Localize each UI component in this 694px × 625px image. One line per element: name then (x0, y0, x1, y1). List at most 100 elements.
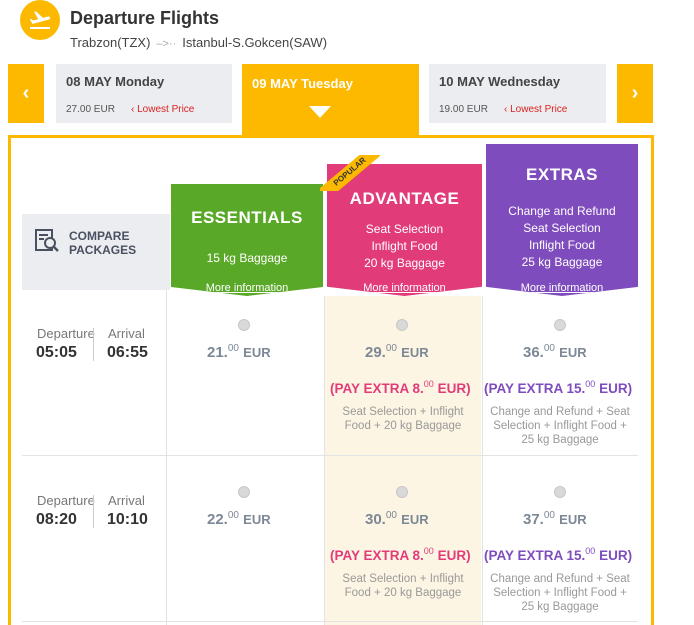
package-name: ESSENTIALS (191, 208, 303, 227)
departure-label: Departure (37, 326, 95, 341)
included-advantage: Seat Selection + Inflight Food + 20 kg B… (326, 405, 480, 433)
prev-date-button[interactable]: ‹ (8, 64, 44, 123)
divider (166, 290, 167, 625)
price-int: 30. (365, 511, 386, 528)
included-line: Seat Selection + Inflight (342, 573, 464, 585)
departure-time: 05:05 (36, 344, 77, 361)
package-feature: Change and Refund (508, 204, 616, 218)
extra-dec: 00 (423, 546, 434, 556)
package-feature: Inflight Food (371, 239, 438, 253)
compare-label: COMPARE PACKAGES (69, 229, 136, 257)
packages-panel (8, 135, 654, 625)
included-extras: Change and Refund + Seat Selection + Inf… (483, 572, 637, 614)
departure-label: Departure (37, 493, 95, 508)
compare-search-icon (34, 228, 60, 259)
price-int: 29. (365, 344, 386, 361)
lowest-price-badge: ‹ Lowest Price (131, 104, 195, 115)
popular-ribbon-label: POPULAR (320, 155, 380, 191)
package-essentials[interactable]: ESSENTIALS 15 kg Baggage More informatio… (171, 184, 323, 296)
extra-currency: EUR) (433, 381, 471, 396)
arrival-time: 06:55 (107, 344, 148, 361)
compare-line2: PACKAGES (69, 243, 137, 257)
fare-price-essentials: 21.00 EUR (207, 343, 271, 361)
fare-radio-extras[interactable] (554, 319, 566, 331)
date-card-next[interactable]: 10 MAY Wednesday 19.00 EUR ‹ Lowest Pric… (429, 64, 606, 123)
divider (482, 296, 483, 625)
date-price: 27.00 EUR (66, 104, 115, 115)
route: Trabzon(TZX) –>·· Istanbul-S.Gokcen(SAW) (70, 35, 327, 50)
package-name: ADVANTAGE (349, 189, 460, 208)
date-label: 10 MAY Wednesday (439, 74, 561, 89)
price-currency: EUR (559, 512, 587, 527)
included-line: 25 kg Baggage (521, 434, 599, 446)
lowest-price-text: Lowest Price (510, 104, 568, 115)
date-card-prev[interactable]: 08 MAY Monday 27.00 EUR ‹ Lowest Price (56, 64, 232, 123)
package-advantage[interactable]: ADVANTAGE Seat Selection Inflight Food 2… (327, 164, 482, 296)
package-feature: Inflight Food (528, 238, 596, 252)
caret-down-icon (309, 106, 331, 118)
extra-dec: 00 (423, 379, 434, 389)
extra-int: (PAY EXTRA 8. (330, 381, 424, 396)
date-label: 09 MAY Tuesday (252, 76, 353, 91)
price-int: 36. (523, 344, 544, 361)
chevron-left-icon: ‹ (22, 82, 30, 104)
fare-radio-advantage[interactable] (396, 486, 408, 498)
extra-currency: EUR) (595, 381, 633, 396)
fare-price-essentials: 22.00 EUR (207, 510, 271, 528)
fare-price-extras: 37.00 EUR (523, 510, 587, 528)
included-line: Food + 20 kg Baggage (344, 420, 462, 432)
package-feature: 25 kg Baggage (521, 255, 603, 269)
fare-radio-extras[interactable] (554, 486, 566, 498)
more-information-link[interactable]: More information (520, 282, 604, 294)
more-information-link[interactable]: More information (205, 282, 289, 294)
lowest-price-text: Lowest Price (137, 104, 195, 115)
pay-extra-extras: (PAY EXTRA 15.00 EUR) (484, 379, 632, 396)
package-feature: 20 kg Baggage (364, 256, 445, 270)
arrival-label: Arrival (108, 326, 145, 341)
extra-dec: 00 (585, 379, 596, 389)
extra-int: (PAY EXTRA 8. (330, 548, 424, 563)
price-currency: EUR (401, 345, 429, 360)
extra-int: (PAY EXTRA 15. (484, 381, 586, 396)
date-price: 19.00 EUR (439, 104, 488, 115)
fare-price-advantage: 30.00 EUR (365, 510, 429, 528)
time-separator (93, 328, 94, 361)
route-arrow-icon: –>·· (156, 38, 177, 50)
package-feature: Seat Selection (523, 221, 601, 235)
date-label: 08 MAY Monday (66, 74, 165, 89)
chevron-right-icon: › (631, 82, 639, 104)
arrival-label: Arrival (108, 493, 145, 508)
extra-int: (PAY EXTRA 15. (484, 548, 586, 563)
price-dec: 00 (227, 510, 239, 521)
compare-packages-button[interactable]: COMPARE PACKAGES (22, 214, 170, 290)
departure-time: 08:20 (36, 511, 77, 528)
fare-radio-essentials[interactable] (238, 319, 250, 331)
compare-line1: COMPARE (69, 229, 130, 243)
lowest-price-badge: ‹ Lowest Price (504, 104, 568, 115)
price-int: 22. (207, 511, 228, 528)
fare-radio-advantage[interactable] (396, 319, 408, 331)
date-card-active[interactable]: 09 MAY Tuesday (242, 64, 419, 136)
origin-airport: Trabzon(TZX) (70, 35, 151, 50)
included-line: Change and Refund + Seat (490, 573, 630, 585)
price-int: 21. (207, 344, 228, 361)
price-currency: EUR (243, 345, 271, 360)
price-dec: 00 (227, 343, 239, 354)
price-int: 37. (523, 511, 544, 528)
price-currency: EUR (401, 512, 429, 527)
pay-extra-advantage: (PAY EXTRA 8.00 EUR) (330, 546, 471, 563)
page-title: Departure Flights (70, 8, 220, 28)
included-line: Seat Selection + Inflight (342, 406, 464, 418)
extra-currency: EUR) (433, 548, 471, 563)
next-date-button[interactable]: › (617, 64, 653, 123)
time-separator (93, 495, 94, 528)
row-divider (22, 455, 638, 456)
package-feature: 15 kg Baggage (206, 251, 288, 265)
fare-radio-essentials[interactable] (238, 486, 250, 498)
more-information-link[interactable]: More information (363, 282, 446, 294)
advantage-column-bg (325, 296, 481, 625)
price-dec: 00 (385, 343, 397, 354)
pay-extra-advantage: (PAY EXTRA 8.00 EUR) (330, 379, 471, 396)
package-extras[interactable]: EXTRAS Change and Refund Seat Selection … (486, 144, 638, 296)
included-line: Change and Refund + Seat (490, 406, 630, 418)
